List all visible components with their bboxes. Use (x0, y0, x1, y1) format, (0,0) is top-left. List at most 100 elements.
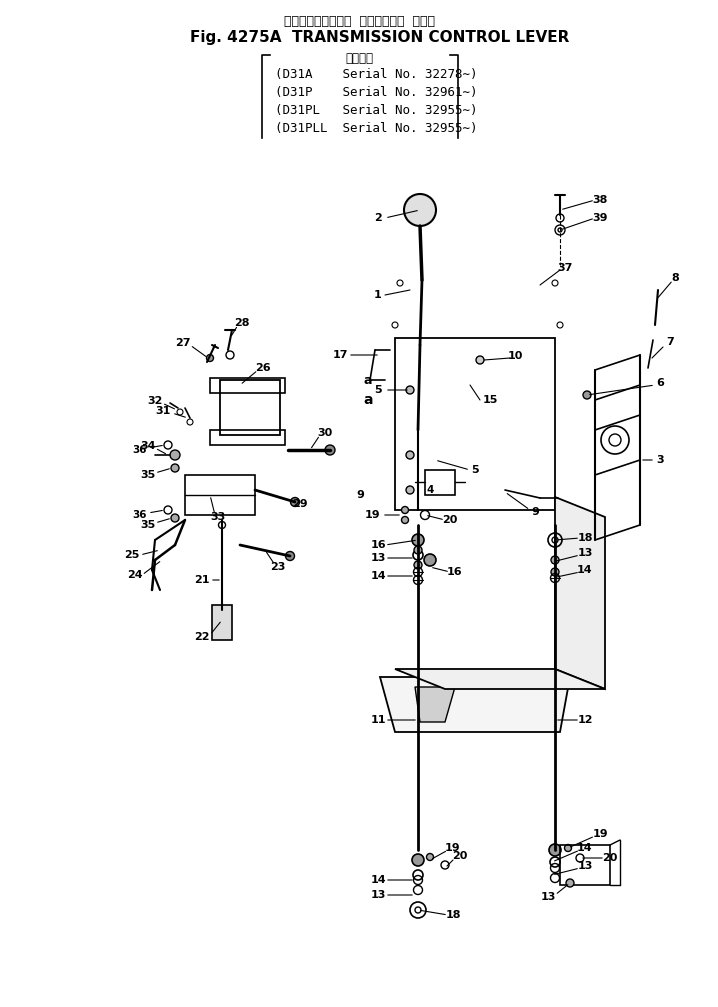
Circle shape (566, 879, 574, 887)
Text: a: a (364, 374, 372, 387)
Circle shape (583, 391, 591, 399)
Text: 13: 13 (370, 890, 386, 900)
Text: 19: 19 (445, 843, 461, 853)
Text: 16: 16 (447, 567, 463, 577)
Circle shape (412, 534, 424, 546)
Text: 11: 11 (370, 715, 386, 725)
Text: 1: 1 (374, 290, 382, 300)
Polygon shape (395, 669, 605, 689)
Circle shape (171, 514, 179, 522)
Text: 14: 14 (370, 571, 386, 581)
Text: 19: 19 (365, 510, 381, 520)
Text: 25: 25 (124, 550, 140, 560)
Text: 33: 33 (210, 512, 225, 522)
Text: 20: 20 (602, 853, 617, 863)
Circle shape (171, 464, 179, 472)
Text: 10: 10 (508, 351, 523, 361)
Text: 27: 27 (175, 338, 191, 348)
Bar (185, 475, 255, 515)
Polygon shape (380, 677, 570, 732)
Circle shape (401, 517, 409, 524)
Text: 20: 20 (442, 515, 457, 525)
Text: 21: 21 (195, 575, 210, 585)
Text: 6: 6 (656, 378, 664, 388)
Bar (210, 378, 285, 393)
Text: 2: 2 (374, 213, 382, 223)
Circle shape (404, 194, 436, 226)
Text: 9: 9 (531, 507, 539, 517)
Text: 5: 5 (471, 465, 479, 475)
Circle shape (551, 568, 559, 576)
Text: 36: 36 (133, 445, 147, 455)
Text: 14: 14 (577, 843, 593, 853)
Circle shape (170, 450, 180, 460)
Text: 19: 19 (592, 829, 608, 839)
Bar (220, 380, 280, 435)
Circle shape (426, 854, 434, 861)
Bar (212, 605, 232, 640)
Text: 7: 7 (666, 337, 674, 347)
Circle shape (406, 486, 414, 494)
Text: 17: 17 (332, 350, 348, 359)
Bar (395, 338, 555, 510)
Text: (D31P    Serial No. 32961∼): (D31P Serial No. 32961∼) (275, 86, 477, 99)
Text: 18: 18 (577, 533, 593, 543)
Circle shape (551, 556, 559, 564)
Circle shape (564, 845, 572, 852)
Text: 3: 3 (656, 455, 664, 465)
Bar (425, 470, 455, 495)
Text: 14: 14 (370, 875, 386, 885)
Text: 5: 5 (374, 385, 382, 395)
Text: 22: 22 (195, 632, 210, 642)
Circle shape (401, 507, 409, 514)
Text: 31: 31 (155, 406, 171, 416)
Text: 24: 24 (127, 570, 143, 580)
Text: 34: 34 (140, 441, 156, 451)
Circle shape (392, 322, 398, 328)
Text: 35: 35 (141, 520, 156, 530)
Text: 13: 13 (577, 861, 592, 871)
Circle shape (325, 445, 335, 455)
Text: トランスミッション  コントロール  レバー: トランスミッション コントロール レバー (284, 15, 434, 28)
Text: 20: 20 (452, 851, 467, 861)
Text: 26: 26 (255, 363, 271, 373)
Text: 14: 14 (577, 565, 593, 575)
Circle shape (414, 546, 422, 554)
Text: 23: 23 (270, 562, 286, 572)
Text: 30: 30 (317, 428, 332, 438)
Text: 4: 4 (426, 485, 434, 495)
Circle shape (414, 561, 422, 569)
Text: 13: 13 (541, 892, 556, 902)
Circle shape (424, 554, 436, 566)
Text: (D31A    Serial No. 32278∼): (D31A Serial No. 32278∼) (275, 68, 477, 81)
Polygon shape (555, 497, 605, 689)
Text: 9: 9 (356, 490, 364, 500)
Circle shape (601, 426, 629, 454)
Text: 32: 32 (147, 396, 163, 406)
Circle shape (397, 280, 403, 286)
Text: (D31PL   Serial No. 32955∼): (D31PL Serial No. 32955∼) (275, 104, 477, 117)
Text: 35: 35 (141, 470, 156, 480)
Polygon shape (415, 687, 455, 722)
Text: 12: 12 (577, 715, 593, 725)
Circle shape (291, 497, 299, 507)
Circle shape (549, 844, 561, 856)
Text: 18: 18 (445, 910, 461, 920)
Text: 29: 29 (292, 499, 308, 509)
Circle shape (406, 451, 414, 459)
Circle shape (286, 552, 294, 561)
Circle shape (552, 280, 558, 286)
Text: 適用号機: 適用号機 (345, 52, 373, 65)
Text: 28: 28 (234, 318, 250, 328)
Circle shape (406, 386, 414, 394)
Circle shape (476, 356, 484, 364)
Text: 36: 36 (133, 510, 147, 520)
Text: 13: 13 (370, 553, 386, 563)
Circle shape (207, 354, 213, 362)
Text: Fig. 4275A  TRANSMISSION CONTROL LEVER: Fig. 4275A TRANSMISSION CONTROL LEVER (190, 30, 569, 45)
Circle shape (412, 854, 424, 866)
Text: 16: 16 (370, 540, 386, 550)
Text: 37: 37 (557, 263, 573, 273)
Text: 13: 13 (577, 548, 592, 558)
Text: 38: 38 (592, 195, 607, 205)
